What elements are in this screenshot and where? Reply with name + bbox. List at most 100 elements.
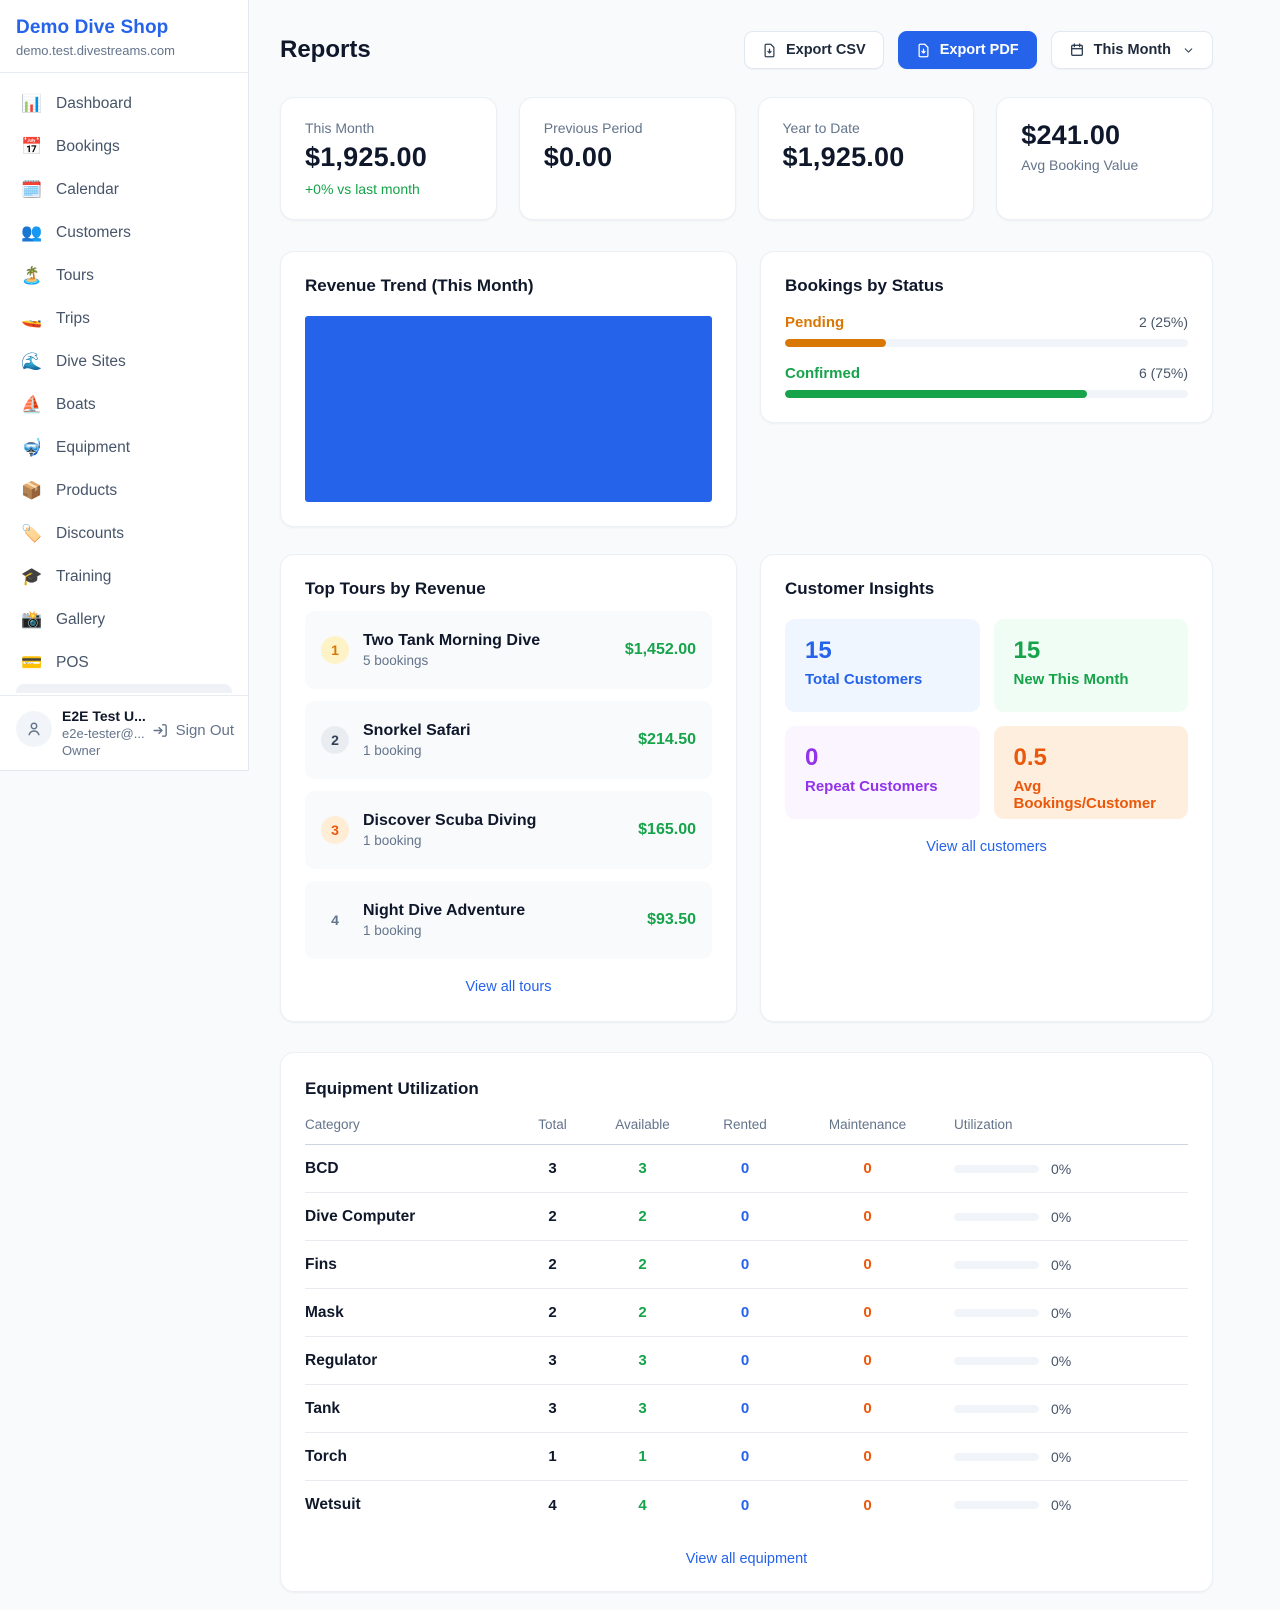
table-row: Fins 2 2 0 0 0% [305, 1241, 1188, 1289]
brand-name: Demo Dive Shop [16, 17, 169, 38]
sign-out-label: Sign Out [175, 722, 234, 739]
logout-icon [153, 724, 167, 737]
sidebar-item-calendar[interactable]: 🗓️ Calendar [8, 168, 240, 211]
topbar-actions: Export CSV Export PDF This Month [743, 31, 1213, 69]
sidebar-item-boats[interactable]: ⛵ Boats [8, 383, 240, 426]
export-csv-button[interactable]: Export CSV [743, 31, 884, 69]
sidebar-item-equipment[interactable]: 🤿 Equipment [8, 426, 240, 469]
bookings-by-status-card: Bookings by Status Pending 2 (25%) Confi… [760, 251, 1213, 423]
sidebar-item-reports-partial[interactable] [16, 684, 232, 693]
sidebar-item-discounts[interactable]: 🏷️ Discounts [8, 512, 240, 555]
cell-category: BCD [305, 1159, 339, 1177]
sidebar-item-dashboard[interactable]: 📊 Dashboard [8, 82, 240, 125]
cell-utilization: 0% [930, 1161, 1188, 1177]
cell-maintenance: 0 [863, 1352, 872, 1369]
pos-icon: 💳 [21, 652, 43, 672]
view-all-tours-link[interactable]: View all tours [465, 979, 552, 995]
cell-total: 4 [548, 1496, 557, 1514]
bookings-by-status-title: Bookings by Status [785, 276, 944, 295]
sidebar-item-label: Dashboard [56, 94, 132, 112]
status-count: 2 (25%) [1138, 314, 1188, 330]
customers-icon: 👥 [21, 222, 43, 242]
export-pdf-button[interactable]: Export PDF [897, 31, 1037, 69]
customer-insights-title: Customer Insights [785, 579, 935, 598]
cell-category: Wetsuit [305, 1496, 361, 1513]
sidebar-item-training[interactable]: 🎓 Training [8, 555, 240, 598]
cell-utilization: 0% [930, 1449, 1188, 1465]
cell-rented: 0 [740, 1256, 750, 1273]
boats-icon: ⛵ [21, 394, 43, 414]
main-content: Reports Export CSV Export PDF [280, 31, 1213, 1592]
view-all-equipment-link[interactable]: View all equipment [685, 1551, 808, 1567]
sidebar-item-label: POS [56, 653, 89, 671]
sidebar-item-trips[interactable]: 🚤 Trips [8, 297, 240, 340]
tour-row: 1 Two Tank Morning Dive 5 bookings $1,45… [305, 611, 712, 689]
period-dropdown[interactable]: This Month [1050, 31, 1213, 69]
col-utilization: Utilization [954, 1117, 1013, 1132]
sidebar-item-pos[interactable]: 💳 POS [8, 641, 240, 684]
utilization-bar [954, 1164, 1039, 1173]
rank-badge: 2 [321, 726, 349, 754]
sidebar-item-dive-sites[interactable]: 🌊 Dive Sites [8, 340, 240, 383]
sign-out-button[interactable]: Sign Out [152, 722, 234, 739]
export-csv-label: Export CSV [785, 42, 866, 58]
calendar-icon: 🗓️ [21, 179, 43, 199]
cell-utilization: 0% [930, 1353, 1188, 1369]
cell-maintenance: 0 [863, 1208, 872, 1225]
stat-card-this-month: This Month $1,925.00 +0% vs last month [280, 97, 497, 220]
sidebar-item-label: Bookings [56, 137, 120, 155]
stat-card-avg-booking-value: $241.00 Avg Booking Value [996, 97, 1213, 220]
status-bar-fill [785, 339, 886, 347]
chevron-down-icon [1184, 47, 1193, 53]
tile-label: Repeat Customers [805, 778, 938, 795]
revenue-trend-card: Revenue Trend (This Month) [280, 251, 737, 527]
sidebar-item-label: Calendar [56, 180, 119, 198]
tile-value: 15 [1013, 637, 1041, 664]
tour-row: 4 Night Dive Adventure 1 booking $93.50 [305, 881, 712, 959]
view-all-customers-link[interactable]: View all customers [926, 839, 1047, 855]
cell-total: 3 [548, 1352, 557, 1369]
cell-category: Dive Computer [305, 1207, 416, 1225]
stat-label: Avg Booking Value [1021, 157, 1139, 173]
status-label: Pending [785, 314, 845, 331]
cell-rented: 0 [740, 1400, 750, 1417]
cell-utilization: 0% [930, 1209, 1188, 1225]
sidebar-item-products[interactable]: 📦 Products [8, 469, 240, 512]
sidebar-item-label: Training [56, 567, 112, 585]
tour-row: 3 Discover Scuba Diving 1 booking $165.0… [305, 791, 712, 869]
sidebar-item-gallery[interactable]: 📸 Gallery [8, 598, 240, 641]
cell-total: 2 [548, 1256, 557, 1273]
tour-bookings: 1 booking [363, 743, 422, 758]
cell-rented: 0 [740, 1208, 750, 1225]
cell-total: 3 [548, 1160, 557, 1177]
utilization-pct: 0% [1051, 1497, 1072, 1513]
utilization-pct: 0% [1051, 1400, 1072, 1417]
equipment-icon: 🤿 [21, 437, 43, 457]
cell-available: 4 [638, 1496, 647, 1514]
tour-name: Discover Scuba Diving [363, 812, 537, 829]
status-bar-track [785, 339, 1188, 347]
cell-rented: 0 [740, 1304, 750, 1321]
utilization-bar [954, 1404, 1039, 1413]
rank-badge: 4 [331, 912, 339, 928]
sidebar-item-customers[interactable]: 👥 Customers [8, 211, 240, 254]
cell-rented: 0 [740, 1352, 750, 1369]
page-title: Reports [280, 36, 371, 63]
status-bar-fill [785, 390, 1088, 398]
cell-total: 3 [548, 1400, 557, 1417]
utilization-pct: 0% [1051, 1160, 1072, 1177]
tour-name: Night Dive Adventure [363, 902, 526, 919]
cell-utilization: 0% [930, 1257, 1188, 1273]
status-row-confirmed: Confirmed 6 (75%) [785, 365, 1188, 398]
top-tours-title: Top Tours by Revenue [305, 579, 486, 598]
cell-maintenance: 0 [863, 1448, 872, 1465]
utilization-bar [954, 1212, 1039, 1221]
cell-available: 3 [638, 1352, 647, 1369]
dive-sites-icon: 🌊 [21, 351, 43, 371]
insights-row: Top Tours by Revenue 1 Two Tank Morning … [280, 554, 1213, 1022]
tour-row: 2 Snorkel Safari 1 booking $214.50 [305, 701, 712, 779]
sidebar-item-tours[interactable]: 🏝️ Tours [8, 254, 240, 297]
sidebar-item-bookings[interactable]: 📅 Bookings [8, 125, 240, 168]
user-role: Owner [62, 743, 101, 758]
